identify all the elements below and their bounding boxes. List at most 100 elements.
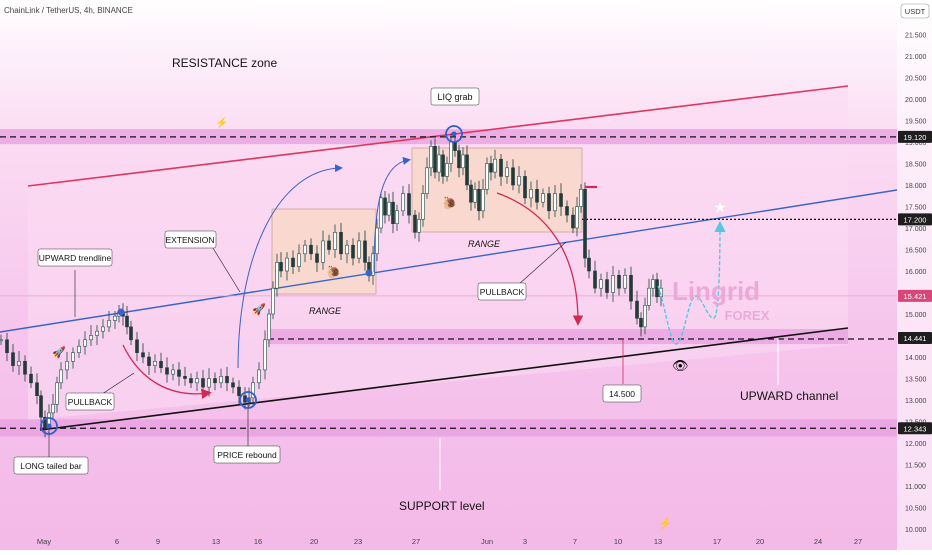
price-tag — [898, 289, 932, 302]
candle-body — [639, 317, 643, 328]
pointer-extension — [207, 239, 241, 293]
zone-support — [0, 419, 897, 437]
pullback-arrow-right — [496, 192, 584, 326]
candle-body — [593, 270, 597, 289]
candle-body — [315, 253, 319, 263]
extension-arrow-right — [373, 156, 411, 273]
y-tick-label: 13.500 — [905, 377, 927, 384]
x-tick-label: 3 — [523, 537, 527, 546]
candle-body — [345, 244, 349, 255]
target-label: 14.500 — [602, 384, 642, 403]
candle-body — [499, 158, 503, 177]
candle-body — [291, 257, 295, 268]
price-tag-label: 15.421 — [904, 292, 927, 301]
candle-body — [83, 339, 87, 347]
candle-body — [629, 274, 633, 302]
x-tick-label: 13 — [654, 537, 662, 546]
candle-body — [489, 163, 493, 173]
candle-body — [333, 232, 337, 250]
candle-body — [17, 360, 21, 366]
y-tick-label: 12.000 — [905, 441, 927, 448]
x-tick-label: 20 — [310, 537, 318, 546]
candle-body — [401, 193, 405, 212]
candle-body — [413, 214, 417, 233]
candle-body — [571, 214, 575, 229]
candle-body — [35, 382, 39, 396]
candle-body — [599, 279, 603, 289]
candle-body — [327, 240, 331, 250]
candle-body — [553, 193, 557, 212]
candle-body — [441, 154, 445, 177]
liq-grab-marker — [445, 125, 463, 143]
candle-body — [23, 360, 27, 375]
candle-body — [605, 279, 609, 293]
star-icon: ★ — [714, 199, 727, 215]
y-tick-label: 20.000 — [905, 97, 927, 104]
candle-body — [651, 279, 655, 289]
candle-body — [547, 193, 551, 212]
candle-body — [65, 360, 69, 371]
trendline-touch-dot-2 — [365, 269, 373, 277]
candle-body — [189, 378, 193, 384]
y-tick-label: 17.500 — [905, 205, 927, 212]
candle-body — [379, 197, 383, 229]
candle-body — [623, 274, 627, 289]
lightning-icon: ⚡ — [658, 517, 672, 530]
candle-body — [647, 287, 651, 306]
candle-body — [153, 360, 157, 366]
candle-body — [201, 378, 205, 388]
y-tick-label: 15.000 — [905, 312, 927, 319]
candle-body — [635, 300, 639, 319]
svg-text:PULLBACK: PULLBACK — [480, 287, 525, 297]
candle-body — [395, 210, 399, 225]
candle-body — [263, 339, 267, 371]
rebound-dot — [245, 397, 251, 403]
candle-body — [321, 240, 325, 263]
pullback-right-label: PULLBACK — [477, 282, 527, 301]
candle-body — [251, 382, 255, 399]
svg-text:LIQ grab: LIQ grab — [437, 92, 472, 102]
candle-body — [611, 274, 615, 293]
y-tick-label: 19.000 — [905, 140, 927, 147]
y-tick-label: 11.500 — [905, 463, 926, 470]
channel-support-line[interactable] — [39, 327, 849, 431]
candle-body — [517, 176, 521, 186]
candle-body — [575, 206, 579, 229]
currency-badge[interactable]: USDT — [900, 3, 930, 19]
snail-icon: 🐌 — [442, 196, 457, 210]
pullback-arrow-left — [122, 344, 212, 400]
watermark-line2: FOREX — [725, 308, 770, 323]
resistance-trendline[interactable] — [27, 85, 849, 187]
svg-text:USDT: USDT — [905, 7, 926, 16]
rebound-marker — [239, 391, 257, 409]
candle-body — [449, 141, 453, 164]
x-tick-label: May — [37, 537, 51, 546]
pointer-pullback-right — [517, 241, 567, 286]
candle-body — [275, 262, 279, 289]
y-tick-label: 13.000 — [905, 398, 927, 405]
x-tick-label: 27 — [854, 537, 862, 546]
candle-body — [165, 367, 169, 375]
svg-text:EXTENSION: EXTENSION — [165, 235, 214, 245]
candle-body — [29, 373, 33, 384]
candle-body — [71, 352, 75, 362]
candle-body — [59, 369, 63, 384]
candle-body — [195, 378, 199, 384]
candle-body — [303, 244, 307, 255]
candle-body — [587, 257, 591, 272]
x-tick-label: 17 — [713, 537, 721, 546]
long-tailed-bar-label: LONG tailed bar — [13, 456, 89, 475]
x-tick-label: 13 — [212, 537, 220, 546]
y-tick-label: 10.500 — [905, 506, 927, 513]
y-tick-label: 10.000 — [905, 527, 927, 534]
upward-trendline[interactable] — [0, 189, 898, 333]
candle-body — [485, 163, 489, 190]
long-tail-marker — [40, 417, 58, 435]
svg-text:14.500: 14.500 — [609, 389, 635, 399]
extension-arrow-left — [237, 164, 343, 369]
candle-body — [213, 378, 217, 384]
y-tick-label: 16.000 — [905, 269, 927, 276]
candle-body — [535, 189, 539, 203]
x-tick-label: 9 — [156, 537, 160, 546]
